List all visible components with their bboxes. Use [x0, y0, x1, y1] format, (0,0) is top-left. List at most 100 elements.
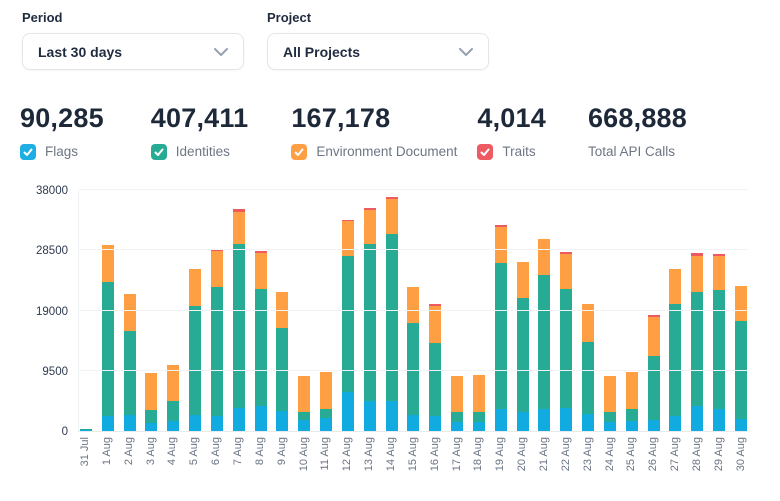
bar-25-aug[interactable]	[625, 372, 638, 431]
bar-6-aug[interactable]	[210, 249, 223, 431]
bar-segment-flags	[494, 409, 507, 431]
x-tick-label: 5 Aug	[188, 437, 201, 466]
bar-segment-environment-document	[167, 365, 180, 401]
bar-segment-environment-document	[385, 199, 398, 234]
bar-segment-flags	[647, 420, 660, 431]
x-tick: 30 Aug	[735, 437, 747, 487]
bar-31-jul[interactable]	[80, 429, 92, 431]
gridline	[79, 309, 748, 311]
stat-traits: 4,014 Traits	[477, 103, 546, 160]
project-dropdown-value: All Projects	[283, 43, 361, 60]
bar-20-aug[interactable]	[516, 262, 529, 431]
x-tick-label: 19 Aug	[494, 437, 507, 472]
bar-segment-flags	[101, 416, 114, 431]
bar-segment-flags	[232, 408, 245, 431]
period-dropdown[interactable]: Last 30 days	[22, 33, 244, 70]
flags-checkbox[interactable]	[20, 143, 36, 160]
bar-segment-environment-document	[603, 376, 616, 412]
environment-document-legend: Environment Document	[291, 143, 457, 160]
bar-3-aug[interactable]	[145, 373, 158, 431]
identities-legend: Identities	[150, 143, 249, 160]
identities-checkbox[interactable]	[150, 143, 167, 160]
x-tick: 6 Aug	[210, 437, 222, 487]
bar-segment-flags	[385, 401, 398, 431]
environment-document-checkbox[interactable]	[291, 143, 308, 160]
project-dropdown[interactable]: All Projects	[267, 33, 489, 70]
bar-10-aug[interactable]	[298, 376, 311, 431]
bar-segment-flags	[582, 414, 595, 431]
x-tick: 18 Aug	[472, 437, 484, 487]
bar-12-aug[interactable]	[341, 220, 354, 431]
bar-2-aug[interactable]	[123, 294, 136, 431]
bar-30-aug[interactable]	[734, 286, 747, 431]
bar-segment-identities	[603, 412, 616, 422]
x-tick-label: 17 Aug	[450, 437, 463, 472]
bar-7-aug[interactable]	[232, 209, 245, 431]
bar-24-aug[interactable]	[603, 376, 616, 431]
x-tick-label: 23 Aug	[581, 437, 594, 472]
x-tick: 1 Aug	[101, 437, 113, 487]
bar-segment-environment-document	[472, 375, 485, 412]
x-tick-label: 28 Aug	[691, 437, 704, 472]
bar-29-aug[interactable]	[713, 254, 726, 431]
bar-segment-environment-document	[647, 317, 660, 356]
bar-16-aug[interactable]	[429, 304, 442, 431]
bar-28-aug[interactable]	[691, 253, 704, 431]
chevron-down-icon	[459, 47, 473, 56]
traits-checkbox[interactable]	[477, 143, 494, 160]
bar-segment-traits	[254, 251, 267, 253]
bar-segment-identities	[145, 410, 158, 423]
stat-total-api-calls: 668,888 Total API Calls	[588, 103, 687, 160]
bar-segment-identities	[80, 429, 92, 430]
bar-segment-identities	[713, 290, 726, 409]
bar-4-aug[interactable]	[167, 365, 180, 431]
bar-21-aug[interactable]	[538, 239, 551, 431]
x-tick: 15 Aug	[407, 437, 419, 487]
bar-segment-environment-document	[625, 372, 638, 409]
x-tick: 16 Aug	[429, 437, 441, 487]
bar-23-aug[interactable]	[582, 304, 595, 431]
bar-14-aug[interactable]	[385, 197, 398, 431]
bar-27-aug[interactable]	[669, 269, 682, 431]
bar-18-aug[interactable]	[472, 375, 485, 431]
total-api-calls-legend: Total API Calls	[588, 143, 687, 160]
x-tick-label: 8 Aug	[253, 437, 266, 466]
bar-segment-identities	[167, 401, 180, 421]
x-tick-label: 15 Aug	[406, 437, 419, 472]
chart-plot	[78, 189, 748, 432]
bar-segment-environment-document	[101, 245, 114, 282]
bar-26-aug[interactable]	[647, 315, 660, 431]
x-tick-label: 30 Aug	[734, 437, 747, 472]
x-tick: 23 Aug	[582, 437, 594, 487]
bar-19-aug[interactable]	[494, 225, 507, 431]
bar-11-aug[interactable]	[320, 372, 333, 431]
x-tick: 22 Aug	[560, 437, 572, 487]
x-tick: 31 Jul	[79, 437, 91, 487]
x-tick-label: 27 Aug	[669, 437, 682, 472]
x-tick-label: 25 Aug	[625, 437, 638, 472]
bar-9-aug[interactable]	[276, 292, 289, 431]
x-tick: 19 Aug	[494, 437, 506, 487]
x-tick: 3 Aug	[145, 437, 157, 487]
bar-13-aug[interactable]	[363, 208, 376, 431]
bar-22-aug[interactable]	[560, 252, 573, 431]
environment-document-count: 167,178	[291, 103, 391, 133]
x-tick: 28 Aug	[691, 437, 703, 487]
bar-8-aug[interactable]	[254, 251, 267, 431]
bar-segment-flags	[472, 422, 485, 431]
bar-15-aug[interactable]	[407, 287, 420, 431]
x-tick-label: 13 Aug	[363, 437, 376, 472]
x-tick: 5 Aug	[188, 437, 200, 487]
bar-segment-flags	[734, 419, 747, 431]
bar-segment-identities	[516, 298, 529, 412]
bar-1-aug[interactable]	[101, 245, 114, 431]
bar-5-aug[interactable]	[189, 269, 202, 431]
bar-segment-flags	[276, 411, 289, 431]
bar-17-aug[interactable]	[451, 376, 464, 431]
bar-segment-identities	[691, 292, 704, 406]
bar-segment-identities	[625, 409, 638, 421]
bar-segment-environment-document	[407, 287, 420, 323]
bar-segment-environment-document	[254, 253, 267, 289]
bar-segment-identities	[429, 343, 442, 416]
